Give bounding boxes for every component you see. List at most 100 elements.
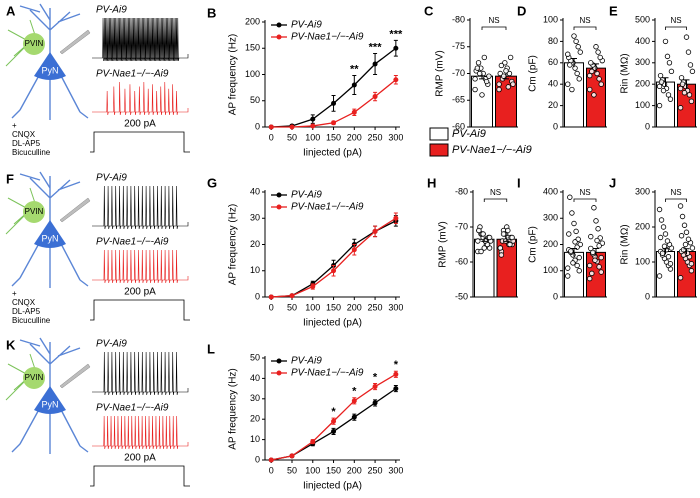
data-point bbox=[679, 81, 686, 87]
data-point bbox=[569, 210, 575, 216]
y-axis-title: RMP (mV) bbox=[435, 50, 446, 96]
pvin-axons bbox=[5, 19, 37, 67]
data-point bbox=[573, 38, 579, 45]
marker bbox=[372, 384, 378, 390]
data-point bbox=[595, 49, 601, 55]
panel-letter: B bbox=[207, 5, 216, 20]
y-tick-label: 200 bbox=[245, 16, 260, 26]
data-point bbox=[587, 72, 593, 79]
pvin-soma bbox=[23, 367, 45, 389]
data-point bbox=[668, 68, 675, 75]
significance: * bbox=[373, 371, 378, 383]
y-tick-label: 10 bbox=[250, 265, 260, 275]
drug-label: Bicuculline bbox=[12, 316, 51, 325]
y-axis-title: RMP (mV) bbox=[438, 221, 449, 267]
data-point bbox=[688, 261, 695, 267]
drug-label: + bbox=[12, 289, 17, 298]
marker bbox=[351, 82, 357, 88]
significance-bracket bbox=[665, 26, 687, 30]
marker bbox=[393, 215, 399, 221]
x-tick-label: 250 bbox=[368, 302, 383, 312]
marker bbox=[331, 268, 337, 274]
pyn-soma bbox=[34, 52, 66, 80]
y-tick-label: 300 bbox=[635, 57, 650, 67]
data-point bbox=[679, 213, 686, 220]
data-point bbox=[666, 60, 673, 66]
x-tick-label: 50 bbox=[287, 132, 297, 142]
legend-label: PV-Ai9 bbox=[452, 128, 486, 140]
pvin-axons bbox=[5, 353, 37, 401]
y-axis-title: AP frequency (Hz) bbox=[228, 204, 239, 286]
marker bbox=[351, 247, 357, 253]
data-point bbox=[573, 228, 579, 235]
data-point bbox=[474, 65, 481, 71]
significance: *** bbox=[389, 28, 403, 40]
legend-label: PV-Ai9 bbox=[291, 356, 322, 367]
data-point bbox=[664, 53, 671, 60]
marker bbox=[310, 123, 316, 129]
pipette bbox=[59, 29, 91, 55]
y-tick-label: 60 bbox=[548, 57, 558, 67]
legend-swatch bbox=[429, 143, 449, 157]
data-point bbox=[500, 231, 507, 237]
data-point bbox=[500, 73, 507, 79]
dendrites bbox=[11, 3, 89, 120]
drug-label: CNQX bbox=[12, 298, 36, 307]
data-point bbox=[665, 92, 672, 98]
data-point bbox=[505, 84, 512, 90]
data-point bbox=[684, 250, 691, 256]
data-point bbox=[587, 86, 593, 93]
error-bar bbox=[662, 77, 669, 87]
y-tick-label: -60 bbox=[455, 256, 468, 266]
significance-bracket bbox=[481, 26, 507, 30]
data-point bbox=[567, 62, 573, 68]
stimulus-label: 200 pA bbox=[124, 453, 156, 464]
y-tick-label: 150 bbox=[245, 43, 260, 53]
data-point bbox=[596, 243, 602, 249]
y-tick-label: 30 bbox=[250, 213, 260, 223]
data-point bbox=[658, 79, 665, 85]
x-tick-label: 150 bbox=[326, 302, 341, 312]
x-axis-title: Iinjected (pA) bbox=[303, 481, 362, 492]
marker bbox=[268, 124, 274, 130]
trace-label: PV-Nae1−/−-Ai9 bbox=[96, 237, 169, 248]
marker bbox=[310, 116, 316, 122]
y-tick-label: 100 bbox=[635, 256, 650, 266]
data-point bbox=[481, 245, 487, 251]
data-point bbox=[594, 237, 600, 244]
y-tick-label: 0 bbox=[645, 121, 650, 131]
significance: * bbox=[331, 406, 336, 418]
cell-label: PyN bbox=[41, 233, 58, 243]
data-point bbox=[661, 243, 668, 249]
significance: NS bbox=[579, 188, 590, 197]
trace bbox=[92, 185, 189, 230]
data-point bbox=[507, 241, 513, 248]
marker bbox=[331, 418, 337, 424]
panel-letter: K bbox=[6, 337, 16, 352]
significance: *** bbox=[369, 41, 383, 53]
data-point bbox=[565, 81, 571, 87]
y-tick-label: 10 bbox=[250, 434, 260, 444]
y-tick-label: -60 bbox=[452, 121, 465, 131]
marker bbox=[351, 398, 357, 404]
data-point bbox=[476, 70, 483, 77]
data-point bbox=[507, 54, 514, 61]
data-point bbox=[496, 81, 502, 87]
trace-label: PV-Ai9 bbox=[96, 5, 127, 16]
marker bbox=[351, 109, 357, 115]
data-point bbox=[680, 247, 687, 253]
data-point bbox=[681, 90, 688, 96]
y-tick-label: 400 bbox=[635, 36, 650, 46]
y-tick-label: 0 bbox=[255, 291, 260, 301]
marker bbox=[310, 284, 316, 289]
x-tick-label: 100 bbox=[305, 132, 320, 142]
x-tick-label: 50 bbox=[287, 465, 297, 475]
data-point bbox=[596, 264, 602, 270]
data-point bbox=[587, 262, 593, 269]
series-line bbox=[271, 47, 397, 128]
cell-label: PVIN bbox=[25, 373, 44, 382]
data-point bbox=[588, 60, 594, 66]
data-point bbox=[472, 76, 478, 82]
data-point bbox=[683, 229, 690, 235]
data-point bbox=[478, 248, 484, 255]
